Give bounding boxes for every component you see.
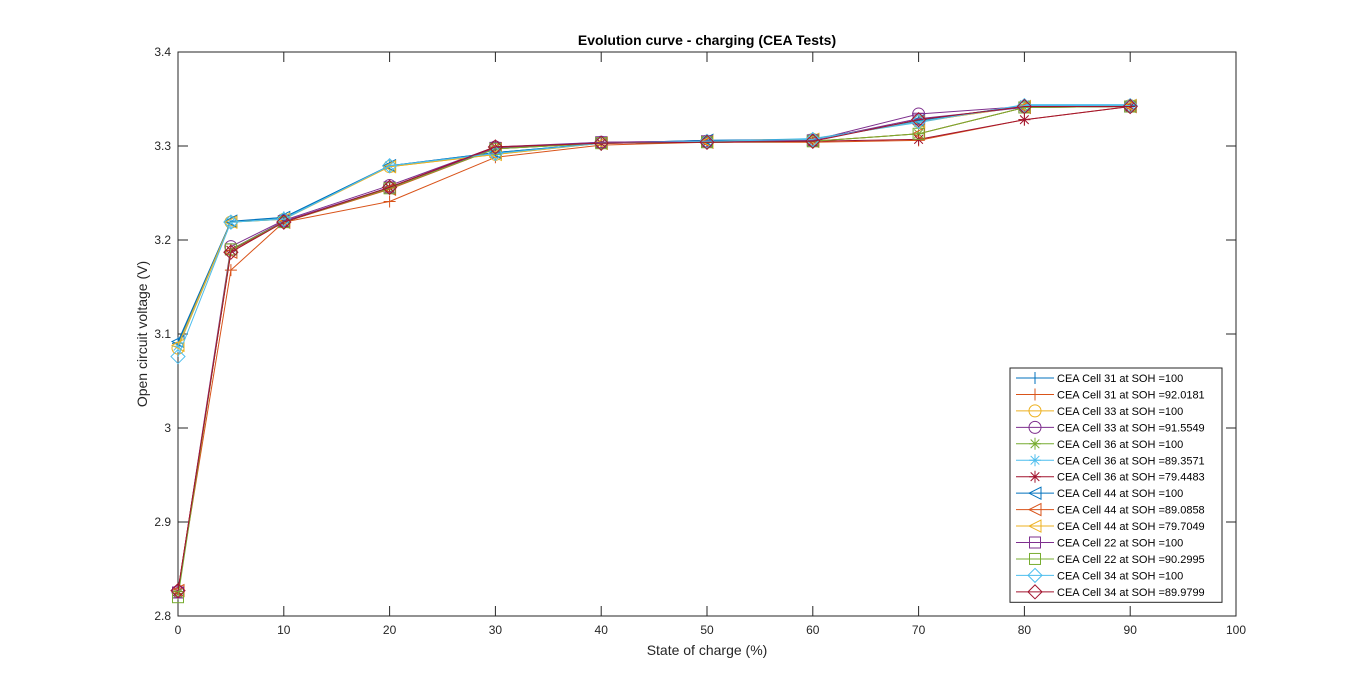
data-point — [170, 582, 186, 599]
series-group — [170, 97, 1138, 604]
legend-item: CEA Cell 31 at SOH =100 — [1016, 372, 1183, 385]
legend-marker — [1027, 486, 1042, 500]
legend-marker — [1027, 584, 1043, 600]
legend-label: CEA Cell 34 at SOH =89.9799 — [1057, 587, 1205, 599]
legend-label: CEA Cell 44 at SOH =100 — [1057, 488, 1183, 500]
data-point — [172, 340, 184, 353]
x-tick-label: 40 — [595, 623, 609, 637]
legend-item: CEA Cell 36 at SOH =89.3571 — [1016, 454, 1205, 467]
legend-marker — [1027, 502, 1042, 517]
series — [170, 98, 1138, 599]
data-point — [172, 591, 184, 604]
data-point — [1018, 113, 1031, 126]
legend-marker — [1027, 567, 1043, 584]
legend-marker — [1028, 404, 1042, 418]
legend-marker — [1027, 519, 1042, 533]
data-point — [170, 338, 185, 353]
x-tick-label: 60 — [806, 623, 820, 637]
x-tick-label: 10 — [277, 623, 291, 637]
legend-label: CEA Cell 33 at SOH =91.5549 — [1057, 422, 1205, 434]
legend-item: CEA Cell 36 at SOH =100 — [1016, 437, 1183, 451]
legend-label: CEA Cell 44 at SOH =89.0858 — [1057, 505, 1205, 517]
legend-marker — [1029, 536, 1041, 549]
x-tick-label: 0 — [175, 623, 182, 637]
legend-label: CEA Cell 36 at SOH =100 — [1057, 439, 1183, 451]
data-point — [910, 111, 927, 128]
y-tick-label: 3 — [164, 421, 171, 435]
y-tick-label: 2.9 — [154, 515, 171, 529]
x-tick-label: 80 — [1018, 623, 1032, 637]
y-axis-title: Open circuit voltage (V) — [134, 261, 150, 407]
data-point — [805, 133, 821, 150]
legend-box — [1009, 367, 1223, 603]
axis-ticks: 0 10 20 30 40 50 60 70 80 90 100 2.8 2.9 3 3.1 3.2 3.3 3.… — [154, 45, 1246, 637]
y-tick-label: 3.3 — [154, 139, 171, 153]
legend-item: CEA Cell 36 at SOH =79.4483 — [1016, 470, 1205, 484]
legend-item: CEA Cell 22 at SOH =100 — [1016, 536, 1183, 550]
data-point — [276, 214, 292, 230]
chart-title: Evolution curve - charging (CEA Tests) — [578, 32, 836, 48]
data-point — [1122, 98, 1138, 115]
data-point — [1122, 97, 1138, 114]
legend-marker — [1029, 388, 1041, 401]
data-point — [276, 211, 292, 228]
y-tick-label: 3.1 — [154, 327, 171, 341]
data-point — [487, 145, 504, 162]
y-tick-label: 3.2 — [154, 233, 171, 247]
legend-item: CEA Cell 22 at SOH =90.2995 — [1016, 552, 1205, 566]
legend-label: CEA Cell 33 at SOH =100 — [1057, 406, 1183, 418]
legend-label: CEA Cell 31 at SOH =92.0181 — [1057, 389, 1205, 401]
x-tick-label: 90 — [1124, 623, 1138, 637]
legend-marker — [1029, 372, 1041, 384]
legend: CEA Cell 31 at SOH =100 CEA Cell 31 at SO… — [1009, 367, 1223, 603]
x-tick-label: 100 — [1226, 623, 1246, 637]
data-point — [487, 139, 504, 155]
data-point — [699, 133, 715, 150]
legend-label: CEA Cell 31 at SOH =100 — [1057, 373, 1183, 385]
data-point — [223, 214, 239, 230]
legend-item: CEA Cell 44 at SOH =79.7049 — [1016, 519, 1205, 533]
legend-marker — [1028, 420, 1042, 434]
x-tick-label: 30 — [489, 623, 503, 637]
legend-label: CEA Cell 44 at SOH =79.7049 — [1057, 521, 1205, 533]
legend-label: CEA Cell 36 at SOH =89.3571 — [1057, 455, 1205, 467]
legend-item: CEA Cell 44 at SOH =100 — [1016, 486, 1183, 500]
legend-item: CEA Cell 34 at SOH =100 — [1016, 567, 1183, 584]
data-point — [1016, 98, 1033, 115]
x-tick-label: 70 — [912, 623, 926, 637]
data-point — [1016, 97, 1033, 114]
legend-item: CEA Cell 33 at SOH =91.5549 — [1016, 420, 1205, 434]
legend-marker — [1029, 437, 1041, 450]
legend-item: CEA Cell 44 at SOH =89.0858 — [1016, 502, 1205, 517]
x-tick-label: 50 — [700, 623, 714, 637]
legend-label: CEA Cell 22 at SOH =90.2995 — [1057, 554, 1205, 566]
legend-marker — [1029, 470, 1041, 483]
data-point — [383, 195, 396, 208]
data-point — [381, 158, 398, 174]
data-point — [699, 134, 715, 150]
x-axis-title: State of charge (%) — [647, 642, 768, 658]
legend-marker — [1029, 454, 1041, 467]
data-point — [805, 131, 821, 148]
data-point — [593, 135, 609, 151]
y-tick-label: 2.8 — [154, 609, 171, 623]
y-tick-label: 3.4 — [154, 45, 171, 59]
data-point — [170, 348, 186, 365]
legend-label: CEA Cell 34 at SOH =100 — [1057, 570, 1183, 582]
data-point — [912, 116, 925, 129]
legend-label: CEA Cell 22 at SOH =100 — [1057, 538, 1183, 550]
legend-item: CEA Cell 34 at SOH =89.9799 — [1016, 584, 1205, 600]
legend-label: CEA Cell 36 at SOH =79.4483 — [1057, 472, 1205, 484]
series-line — [177, 106, 1131, 591]
legend-item: CEA Cell 31 at SOH =92.0181 — [1016, 388, 1205, 401]
data-point — [277, 216, 290, 229]
data-point — [381, 179, 398, 196]
data-point — [223, 244, 239, 260]
legend-item: CEA Cell 33 at SOH =100 — [1016, 404, 1183, 418]
legend-marker — [1029, 552, 1041, 565]
x-tick-label: 20 — [383, 623, 397, 637]
